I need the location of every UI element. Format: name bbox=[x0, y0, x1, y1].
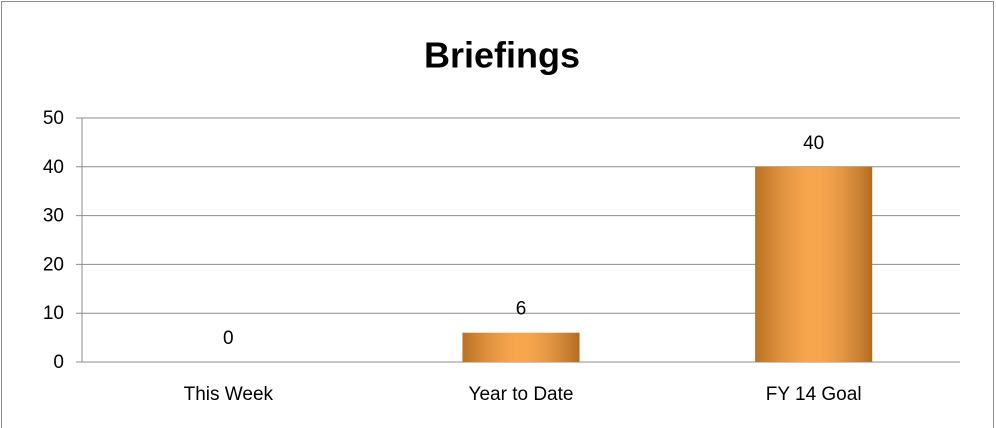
x-tick-label: FY 14 Goal bbox=[766, 384, 862, 405]
y-tick-label: 0 bbox=[53, 352, 64, 373]
data-label: 40 bbox=[803, 133, 824, 154]
bar-shade bbox=[462, 332, 580, 362]
y-tick-label: 30 bbox=[43, 206, 64, 227]
y-tick-label: 50 bbox=[43, 108, 64, 129]
y-tick-label: 10 bbox=[43, 303, 64, 324]
x-tick-label: Year to Date bbox=[469, 384, 574, 405]
data-label: 0 bbox=[223, 328, 234, 349]
data-label: 6 bbox=[516, 299, 527, 320]
x-tick-label: This Week bbox=[184, 384, 274, 405]
y-tick-label: 40 bbox=[43, 157, 64, 178]
chart-title: Briefings bbox=[424, 35, 580, 76]
bar-shade bbox=[755, 166, 873, 362]
y-tick-label: 20 bbox=[43, 254, 64, 275]
